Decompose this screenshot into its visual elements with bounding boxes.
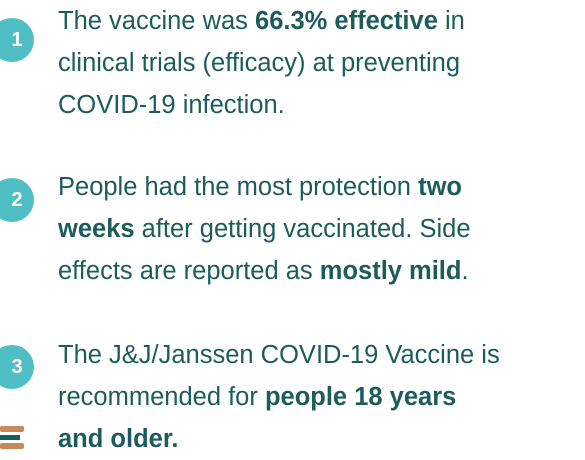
- number-badge: 3: [0, 345, 34, 389]
- bold-text: and older.: [58, 425, 178, 453]
- text: The vaccine was: [58, 7, 255, 35]
- text: recommended for: [58, 383, 265, 411]
- text-line: weeks after getting vaccinated. Side: [58, 208, 471, 250]
- bold-text: 66.3% effective: [255, 7, 438, 35]
- text: after getting vaccinated. Side: [135, 215, 471, 243]
- text: The J&J/Janssen COVID-19 Vaccine is: [58, 341, 500, 369]
- text: clinical trials (efficacy) at preventing: [58, 49, 460, 77]
- number: 3: [11, 356, 22, 379]
- text-line: People had the most protection two: [58, 166, 462, 208]
- text-line: clinical trials (efficacy) at preventing: [58, 42, 460, 84]
- bold-text: weeks: [58, 215, 135, 243]
- number-badge: 1: [0, 18, 34, 62]
- icon: [0, 424, 28, 453]
- text: COVID-19 infection.: [58, 91, 285, 119]
- number-badge: 2: [0, 178, 34, 222]
- text-line: effects are reported as mostly mild.: [58, 250, 469, 292]
- text-line: and older.: [58, 418, 178, 460]
- text-line: recommended for people 18 years: [58, 376, 456, 418]
- text: in: [438, 7, 465, 35]
- number: 1: [11, 29, 22, 52]
- text-line: The vaccine was 66.3% effective in: [58, 0, 465, 42]
- text: effects are reported as: [58, 257, 320, 285]
- text-line: The J&J/Janssen COVID-19 Vaccine is: [58, 334, 500, 376]
- bold-text: mostly mild: [320, 257, 462, 285]
- text-line: COVID-19 infection.: [58, 84, 285, 126]
- text: People had the most protection: [58, 173, 418, 201]
- page: (() => { const data = JSON.parse(documen…: [0, 0, 585, 453]
- number: 2: [11, 189, 22, 212]
- bold-text: people 18 years: [265, 383, 456, 411]
- bold-text: two: [418, 173, 462, 201]
- text: .: [461, 257, 468, 285]
